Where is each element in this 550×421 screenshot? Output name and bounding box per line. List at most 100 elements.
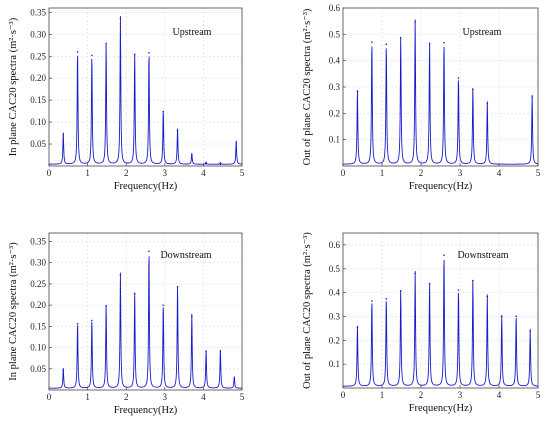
y-tick-label: 0.6 <box>329 3 341 13</box>
y-tick-label: 0.30 <box>30 29 46 39</box>
x-tick-label: 4 <box>201 392 206 402</box>
spectrum-peak-point <box>486 102 489 105</box>
spectrum-peak-point <box>531 96 533 98</box>
spectrum-peak-point <box>414 21 416 23</box>
y-tick-label: 0.1 <box>329 135 340 145</box>
spectrum-peak-point <box>76 51 79 53</box>
spectrum-peak-point <box>148 51 150 54</box>
x-tick-label: 1 <box>380 390 385 400</box>
spectrum-line <box>48 16 243 165</box>
y-axis-label: Out of plane CAC20 spectra (m²·s⁻³) <box>302 232 313 389</box>
spectrum-peak-point <box>371 41 373 44</box>
x-axis-label: Frequency(Hz) <box>114 405 178 416</box>
x-tick-label: 1 <box>380 168 385 178</box>
spectrum-peak-point <box>233 377 236 380</box>
x-tick-label: 1 <box>85 392 90 402</box>
spectrum-peak-point <box>486 295 489 298</box>
x-tick-label: 4 <box>201 168 206 178</box>
x-tick-label: 3 <box>163 168 168 178</box>
spectrum-peak-point <box>399 290 402 292</box>
x-tick-label: 0 <box>47 168 52 178</box>
x-tick-label: 5 <box>536 390 541 400</box>
spectrum-peak-point <box>119 274 122 276</box>
x-tick-label: 0 <box>341 168 346 178</box>
y-tick-label: 0.4 <box>329 288 341 298</box>
y-axis-label: In plane CAC20 spectra (m²·s⁻³) <box>8 242 19 381</box>
spectrum-peak-point <box>148 250 150 253</box>
spectrum-peak-point <box>529 330 531 333</box>
x-axis-label: Frequency(Hz) <box>409 181 473 192</box>
x-tick-label: 0 <box>341 390 346 400</box>
spectrum-peak-point <box>428 42 431 45</box>
spectrum-peak-point <box>62 369 65 371</box>
spectrum-peak-point <box>62 133 65 136</box>
spectrum-panel-1: 0 1 2 3 4 5 0.05 0.10 0.15 0.20 0.25 0.30 0.35 Freque… <box>8 7 245 192</box>
x-tick-label: 2 <box>124 168 129 178</box>
spectrum-peak-point <box>162 110 165 113</box>
x-tick-label: 2 <box>419 390 424 400</box>
y-tick-label: 0.05 <box>30 139 46 149</box>
spectrum-peak-point <box>472 88 474 91</box>
spectrum-peak-point <box>176 129 179 132</box>
y-tick-label: 0.20 <box>30 300 46 310</box>
plot-frame <box>342 232 539 389</box>
spectrum-panel-4: 0 1 2 3 4 5 0.1 0.2 0.3 0.4 0.5 0.6 Frequency(Hz) Out… <box>302 232 541 414</box>
x-tick-label: 4 <box>497 168 502 178</box>
spectrum-peak-point <box>443 254 445 256</box>
plot-frame <box>48 7 243 167</box>
spectrum-panel-2: 0 1 2 3 4 5 0.1 0.2 0.3 0.4 0.5 0.6 Frequency(Hz) Out… <box>302 3 541 192</box>
spectrum-peak-point <box>235 141 238 144</box>
y-tick-label: 0.5 <box>329 264 341 274</box>
spectrum-line <box>342 19 539 165</box>
spectrum-peak-point <box>457 289 460 291</box>
spectrum-peak-point <box>205 163 207 165</box>
spectrum-peak-point <box>356 90 359 93</box>
y-tick-label: 0.25 <box>30 279 46 289</box>
plot-frame <box>48 232 243 391</box>
y-tick-label: 0.35 <box>30 236 46 246</box>
spectrum-panel-3: 0 1 2 3 4 5 0.05 0.10 0.15 0.20 0.25 0.30 0.35 Freque… <box>8 232 245 416</box>
panel-title: Downstream <box>457 250 508 261</box>
y-tick-label: 0.2 <box>329 108 340 118</box>
spectrum-peak-point <box>162 304 165 306</box>
spectrum-peak-point <box>191 154 193 156</box>
spectrum-peak-point <box>119 17 122 20</box>
panel-title: Upstream <box>463 27 502 38</box>
spectrum-line <box>48 256 243 389</box>
x-tick-label: 2 <box>419 168 424 178</box>
spectrum-peak-point <box>472 279 474 282</box>
y-tick-label: 0.05 <box>30 364 46 374</box>
spectrum-peak-point <box>443 41 445 44</box>
y-tick-label: 0.10 <box>30 117 46 127</box>
spectrum-peak-point <box>76 323 79 325</box>
spectrum-peak-point <box>133 53 136 56</box>
spectrum-peak-point <box>371 300 373 302</box>
spectrum-peak-point <box>105 305 107 307</box>
y-tick-label: 0.2 <box>329 335 340 345</box>
y-axis-label: Out of plane CAC20 spectra (m²·s⁻³) <box>302 8 313 165</box>
y-tick-label: 0.1 <box>329 359 340 369</box>
spectrum-peak-point <box>457 77 460 79</box>
y-tick-label: 0.10 <box>30 343 46 353</box>
y-tick-label: 0.5 <box>329 29 341 39</box>
x-axis-label: Frequency(Hz) <box>409 403 473 414</box>
x-tick-label: 4 <box>497 390 502 400</box>
y-tick-label: 0.15 <box>30 95 46 105</box>
x-tick-label: 0 <box>47 392 52 402</box>
spectrum-peak-point <box>428 282 431 285</box>
spectrum-peak-point <box>219 163 222 166</box>
spectrum-peak-point <box>515 315 517 318</box>
spectrum-peak-point <box>399 36 402 39</box>
spectrum-peak-point <box>356 326 359 328</box>
spectrum-peak-point <box>414 272 416 275</box>
spectrum-peak-point <box>91 319 93 322</box>
x-tick-label: 5 <box>240 168 245 178</box>
x-axis-label: Frequency(Hz) <box>114 181 178 192</box>
spectrum-peak-point <box>385 43 388 46</box>
spectrum-peak-point <box>219 350 222 352</box>
y-tick-label: 0.20 <box>30 73 46 83</box>
y-tick-label: 0.15 <box>30 321 46 331</box>
spectrum-peak-point <box>105 42 107 45</box>
spectrum-peak-point <box>191 315 193 317</box>
